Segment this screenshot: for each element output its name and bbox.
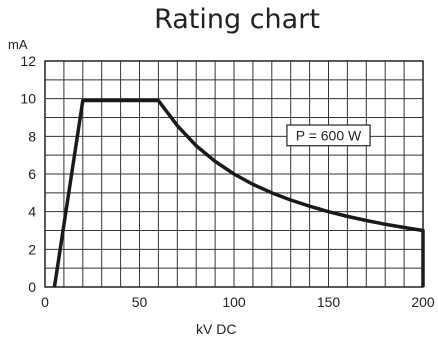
grid-lines (44, 60, 424, 288)
y-tick-label: 12 (20, 53, 36, 69)
annotation-label: P = 600 W (296, 127, 362, 143)
x-tick-label: 150 (317, 294, 341, 310)
y-tick-label: 6 (28, 166, 36, 182)
x-tick-label: 0 (41, 294, 49, 310)
y-tick-label: 2 (28, 241, 36, 257)
annotation-box: P = 600 W (286, 124, 371, 147)
tick-labels: 0 50 100 150 200 0 2 4 6 8 10 12 (20, 53, 434, 310)
series-line (52, 98, 425, 288)
x-tick-label: 50 (132, 294, 148, 310)
y-tick-label: 8 (28, 128, 36, 144)
x-tick-label: 100 (222, 294, 246, 310)
y-tick-label: 0 (28, 279, 36, 295)
rating-curve (52, 98, 425, 288)
chart-title: Rating chart (154, 4, 320, 35)
y-tick-label: 10 (20, 91, 36, 107)
x-tick-label: 200 (411, 294, 435, 310)
x-axis-label: kV DC (196, 321, 237, 337)
annotation-frame (286, 124, 371, 147)
y-axis-label: mA (8, 37, 28, 52)
y-tick-label: 4 (28, 204, 36, 220)
plot-frame (44, 60, 424, 288)
